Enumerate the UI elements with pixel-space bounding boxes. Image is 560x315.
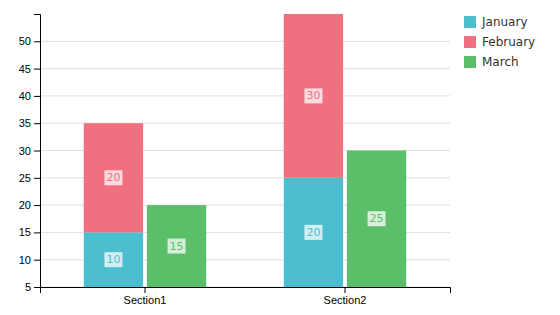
legend-label: February [482, 35, 535, 49]
legend-item: March [464, 55, 519, 69]
data-label: 30 [306, 89, 320, 102]
x-tick-label: Section1 [124, 294, 167, 306]
x-tick-mark [345, 287, 346, 293]
y-tick-mark [34, 151, 40, 152]
data-label-group: 20 [304, 225, 322, 240]
y-tick: 5 [25, 281, 40, 293]
x-axis: Section1 Section2 [41, 287, 451, 306]
x-tick-mark [145, 287, 146, 293]
chart-container: 5 10 15 20 25 30 35 40 45 50 Section1 Section2 10 20 2… [0, 0, 560, 315]
data-label-background [304, 225, 322, 240]
y-tick: 35 [19, 117, 40, 129]
grid [40, 41, 450, 287]
bar [84, 123, 143, 232]
y-tick: 30 [19, 145, 40, 157]
y-tick-label: 45 [19, 63, 31, 75]
data-label-background [168, 239, 186, 254]
grid-line [40, 41, 450, 42]
y-tick-mark [34, 178, 40, 179]
data-label: 15 [170, 240, 184, 253]
y-tick: 10 [19, 254, 40, 266]
y-tick-label: 5 [25, 281, 31, 293]
y-tick: 15 [19, 226, 40, 238]
y-tick-label: 25 [19, 172, 31, 184]
data-label-background [368, 211, 386, 226]
y-tick-label: 50 [19, 35, 31, 47]
bar [147, 205, 206, 287]
legend-label: March [482, 55, 519, 69]
y-tick-label: 40 [19, 90, 31, 102]
data-label-background [104, 252, 122, 267]
data-label-group: 20 [104, 170, 122, 185]
data-label: 20 [306, 226, 320, 239]
bars [84, 14, 406, 287]
y-tick: 50 [19, 35, 40, 47]
legend-item: January [464, 15, 528, 29]
bar [84, 232, 143, 287]
chart-svg: 5 10 15 20 25 30 35 40 45 50 Section1 Section2 10 20 2… [0, 0, 560, 315]
y-tick-mark [34, 260, 40, 261]
y-tick-label: 20 [19, 199, 31, 211]
y-tick-mark [34, 205, 40, 206]
data-label-group: 15 [168, 239, 186, 254]
data-label-group: 25 [368, 211, 386, 226]
y-tick-mark [34, 123, 40, 124]
legend-swatch [464, 36, 476, 48]
y-tick: 20 [19, 199, 40, 211]
legend-label: January [481, 15, 528, 29]
data-label: 20 [106, 171, 120, 184]
y-tick: 40 [19, 90, 40, 102]
legend-swatch [464, 16, 476, 28]
y-tick: 45 [19, 63, 40, 75]
y-axis: 5 10 15 20 25 30 35 40 45 50 [19, 15, 41, 294]
data-label-background [104, 170, 122, 185]
y-tick-mark [34, 232, 40, 233]
y-tick-mark [34, 41, 40, 42]
x-tick: Section2 [324, 287, 367, 306]
x-tick: Section1 [124, 287, 167, 306]
y-axis-line [34, 15, 41, 288]
x-tick-label: Section2 [324, 294, 367, 306]
data-label: 10 [106, 253, 120, 266]
data-label-group: 30 [304, 88, 322, 103]
bar [284, 178, 343, 287]
legend: January February March [464, 15, 535, 69]
y-tick-label: 35 [19, 117, 31, 129]
data-labels: 10 20 20 30 15 25 [104, 88, 385, 267]
y-tick-mark [34, 96, 40, 97]
y-tick-label: 15 [19, 226, 31, 238]
y-tick: 25 [19, 172, 40, 184]
y-tick-label: 10 [19, 254, 31, 266]
data-label-background [304, 88, 322, 103]
legend-swatch [464, 56, 476, 68]
bar [284, 14, 343, 178]
data-label: 25 [370, 212, 384, 225]
y-tick-mark [34, 287, 40, 288]
data-label-group: 10 [104, 252, 122, 267]
y-tick-mark [34, 69, 40, 70]
x-axis-line [41, 288, 451, 294]
grid-line [40, 95, 450, 96]
legend-item: February [464, 35, 535, 49]
y-tick-label: 30 [19, 145, 31, 157]
bar [347, 151, 406, 288]
grid-line [40, 68, 450, 69]
